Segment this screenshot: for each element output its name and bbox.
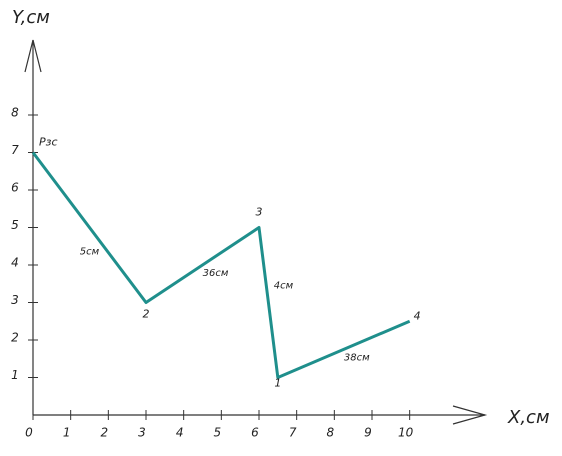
y-tick-label: 3 (11, 293, 19, 307)
y-tick-label: 6 (11, 181, 19, 195)
segment-label: 36см (203, 268, 229, 279)
y-tick-label: 1 (11, 368, 19, 382)
y-tick-label: 8 (11, 106, 19, 120)
y-tick-label: 5 (11, 218, 19, 232)
segment-label: 5см (80, 247, 100, 258)
x-tick-label: 10 (398, 426, 414, 440)
y-tick-label: 7 (11, 143, 19, 157)
y-tick-label: 4 (11, 256, 19, 270)
x-tick-label: 7 (289, 426, 297, 440)
point-label: 1 (274, 377, 281, 390)
segment-label: 4см (274, 281, 294, 292)
point-label: 4 (414, 309, 421, 322)
y-tick-label: 2 (11, 331, 19, 345)
y-arrow (24, 39, 42, 73)
x-tick-label: 3 (138, 426, 146, 440)
point-label: 3 (256, 206, 263, 219)
point-label: 2 (143, 308, 150, 321)
x-tick-label: 8 (327, 426, 335, 440)
x-tick-label: 1 (63, 426, 71, 440)
x-tick-label: 9 (364, 426, 372, 440)
x-arrow (452, 405, 488, 425)
line (31, 151, 411, 379)
x-tick-label: 2 (101, 426, 109, 440)
x-tick-label: 4 (176, 426, 184, 440)
x-tick-label: 0 (25, 426, 33, 440)
segment-label: 38см (344, 352, 370, 363)
y-axis-title: Y,см (12, 7, 50, 28)
x-tick-label: 5 (214, 426, 222, 440)
x-tick-label: 6 (251, 426, 259, 440)
x-axis-title: X,см (507, 407, 550, 428)
point-label: Рзс (39, 136, 58, 149)
